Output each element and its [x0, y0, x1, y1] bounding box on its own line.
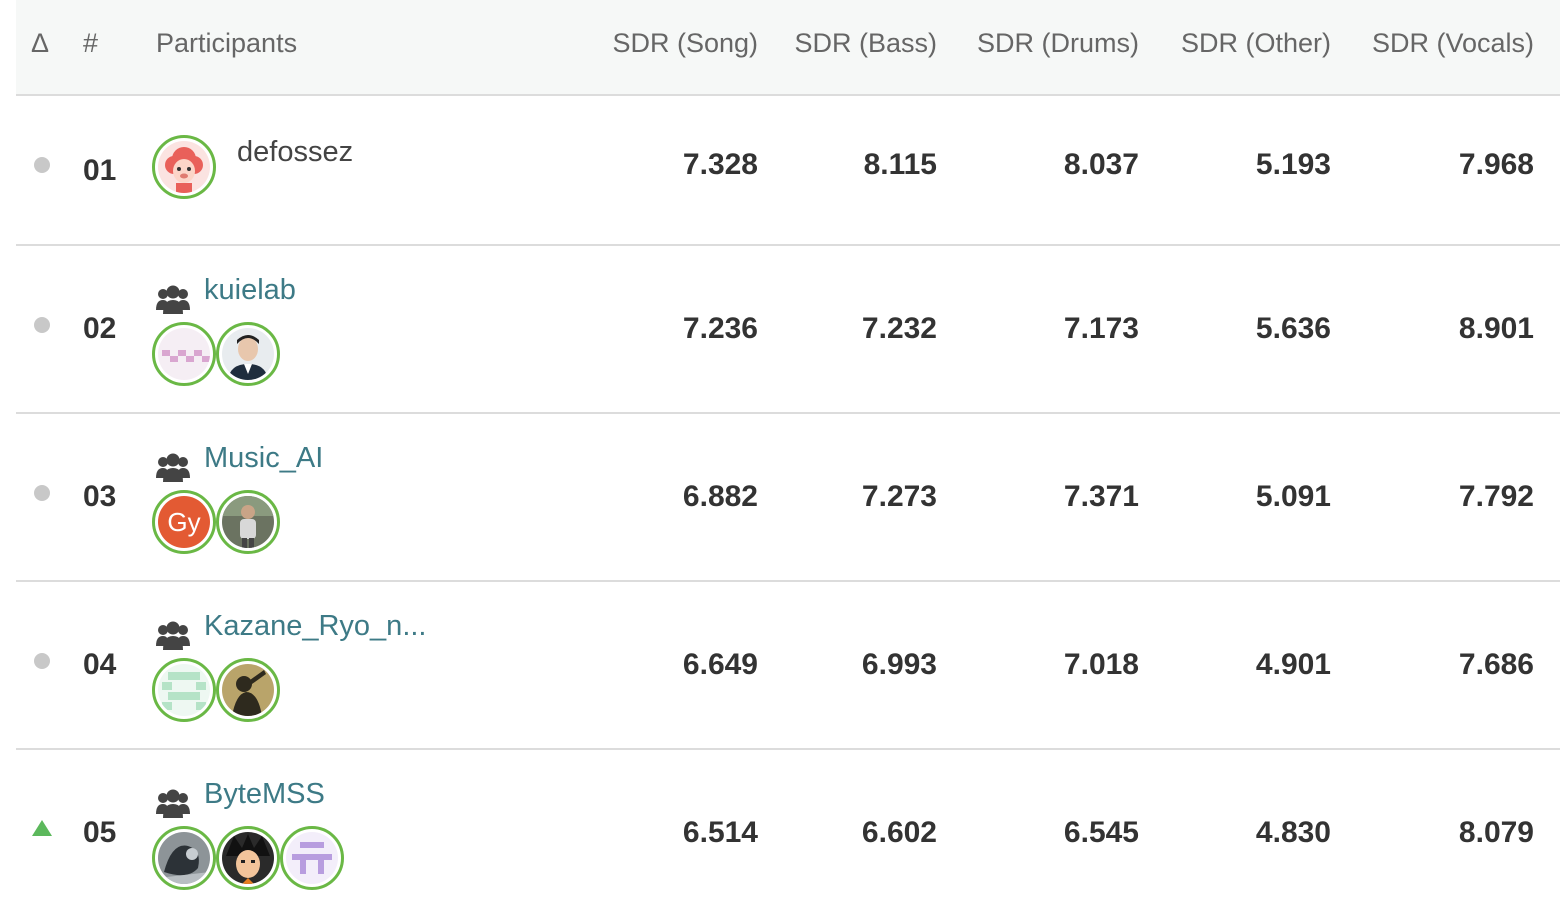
table-row[interactable]: 01 defossez 7.328 8.115 8.037 5.193 7.96…	[16, 96, 1560, 246]
sdr-song-value: 6.514	[682, 816, 758, 849]
man-in-suit-avatar[interactable]	[216, 322, 280, 386]
no-change-indicator	[34, 317, 50, 333]
sdr-drums-value: 8.037	[1063, 148, 1139, 181]
sdr-other-value: 5.193	[1255, 148, 1331, 181]
sdr-other-value: 5.636	[1255, 312, 1331, 345]
participants-column-header[interactable]: Participants	[156, 28, 298, 58]
initials-text: Gy	[158, 496, 210, 548]
sdr-vocals-value: 7.968	[1458, 148, 1534, 181]
sdr-vocals-value: 8.901	[1458, 312, 1534, 345]
portrait-icon	[222, 664, 274, 716]
rank-column-header: #	[83, 28, 99, 58]
anime-character-icon	[222, 832, 274, 884]
sdr-drums-column-header[interactable]: SDR (Drums)	[977, 28, 1139, 58]
table-row[interactable]: 05 ByteMSS	[16, 750, 1560, 910]
team-name[interactable]: Kazane_Ryo_n...	[204, 610, 427, 642]
participant-name[interactable]: defossez	[237, 136, 354, 168]
sdr-bass-value: 8.115	[863, 148, 937, 181]
sdr-other-value: 4.830	[1255, 816, 1331, 849]
sdr-song-value: 6.882	[682, 480, 758, 513]
table-row[interactable]: 03 Music_AI Gy 6.882 7.273 7.371 5.091 7…	[16, 414, 1560, 582]
pattern-icon	[286, 832, 338, 884]
team-name[interactable]: Music_AI	[204, 442, 324, 474]
sdr-drums-value: 7.173	[1063, 312, 1139, 345]
sdr-other-column-header[interactable]: SDR (Other)	[1180, 28, 1331, 58]
sheep-avatar[interactable]	[152, 135, 216, 199]
dark-photo-avatar[interactable]	[152, 826, 216, 890]
pattern-icon	[158, 664, 210, 716]
silhouette-photo-avatar[interactable]	[216, 658, 280, 722]
sdr-drums-value: 7.371	[1063, 480, 1139, 513]
green-pattern-avatar[interactable]	[152, 658, 216, 722]
purple-pattern-avatar[interactable]	[280, 826, 344, 890]
gy-initials-avatar[interactable]: Gy	[152, 490, 216, 554]
rank-number: 01	[83, 154, 117, 187]
leaderboard-table: Δ # Participants SDR (Song) SDR (Bass) S…	[16, 0, 1560, 910]
sdr-vocals-value: 7.792	[1458, 480, 1534, 513]
rank-number: 05	[83, 816, 117, 849]
team-name[interactable]: ByteMSS	[204, 778, 325, 810]
sdr-vocals-column-header[interactable]: SDR (Vocals)	[1371, 28, 1534, 58]
sdr-drums-value: 7.018	[1063, 648, 1139, 681]
no-change-indicator	[34, 485, 50, 501]
pattern-icon	[158, 328, 210, 380]
sdr-drums-value: 6.545	[1063, 816, 1139, 849]
rank-number: 04	[83, 648, 117, 681]
person-photo-avatar[interactable]	[216, 490, 280, 554]
sdr-song-column-header[interactable]: SDR (Song)	[612, 28, 758, 58]
delta-column-header: Δ	[31, 28, 50, 58]
rank-number: 02	[83, 312, 117, 345]
sdr-bass-column-header[interactable]: SDR (Bass)	[794, 28, 937, 58]
pink-pattern-avatar[interactable]	[152, 322, 216, 386]
no-change-indicator	[34, 653, 50, 669]
team-icon	[156, 621, 190, 650]
portrait-icon	[222, 328, 274, 380]
sdr-song-value: 7.328	[682, 148, 758, 181]
sdr-other-value: 4.901	[1255, 648, 1331, 681]
table-header: Δ # Participants SDR (Song) SDR (Bass) S…	[16, 0, 1560, 96]
table-row[interactable]: 04 Kazane_Ryo_n...	[16, 582, 1560, 750]
team-icon	[156, 285, 190, 314]
team-icon	[156, 453, 190, 482]
rank-number: 03	[83, 480, 117, 513]
sdr-bass-value: 7.273	[861, 480, 937, 513]
portrait-icon	[222, 496, 274, 548]
sdr-other-value: 5.091	[1255, 480, 1331, 513]
sdr-vocals-value: 8.079	[1458, 816, 1534, 849]
table-row[interactable]: 02 kuielab 7.236	[16, 246, 1560, 414]
sdr-song-value: 6.649	[682, 648, 758, 681]
sdr-song-value: 7.236	[682, 312, 758, 345]
sdr-bass-value: 6.993	[861, 648, 937, 681]
no-change-indicator	[34, 157, 50, 173]
photo-icon	[158, 832, 210, 884]
team-icon	[156, 789, 190, 818]
sdr-bass-value: 7.232	[861, 312, 937, 345]
team-name[interactable]: kuielab	[204, 274, 296, 306]
rank-up-arrow-icon	[32, 820, 52, 836]
sdr-bass-value: 6.602	[861, 816, 937, 849]
sdr-vocals-value: 7.686	[1458, 648, 1534, 681]
anime-avatar[interactable]	[216, 826, 280, 890]
sheep-icon	[158, 141, 210, 193]
